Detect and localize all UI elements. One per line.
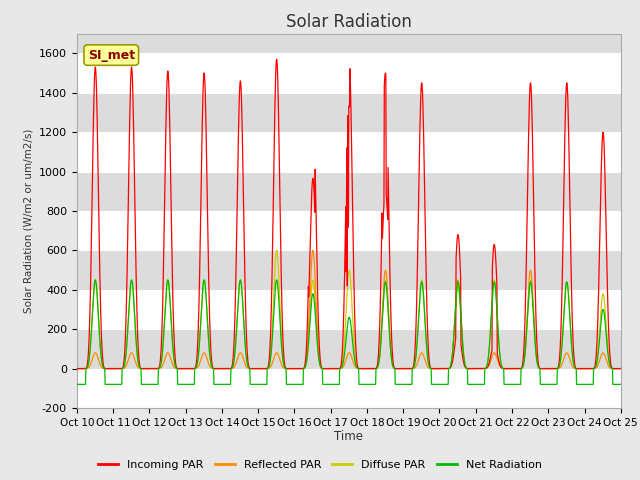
Incoming PAR xyxy=(193,354,201,360)
Incoming PAR xyxy=(287,366,294,372)
Diffuse PAR xyxy=(522,338,530,344)
Y-axis label: Solar Radiation (W/m2 or um/m2/s): Solar Radiation (W/m2 or um/m2/s) xyxy=(24,129,33,313)
Bar xyxy=(77,132,621,171)
Diffuse PAR xyxy=(433,366,440,372)
Net Radiation xyxy=(287,382,294,387)
Net Radiation xyxy=(569,356,577,361)
Reflected PAR xyxy=(617,366,625,372)
Incoming PAR xyxy=(73,366,81,372)
Bar xyxy=(77,93,621,132)
Incoming PAR xyxy=(273,56,280,62)
Diffuse PAR xyxy=(193,362,201,368)
Bar xyxy=(77,171,621,211)
Incoming PAR xyxy=(617,366,625,372)
Incoming PAR xyxy=(433,366,440,372)
Incoming PAR xyxy=(522,276,530,282)
Reflected PAR xyxy=(300,366,307,372)
Net Radiation xyxy=(522,339,530,345)
Line: Net Radiation: Net Radiation xyxy=(77,280,621,384)
Legend: Incoming PAR, Reflected PAR, Diffuse PAR, Net Radiation: Incoming PAR, Reflected PAR, Diffuse PAR… xyxy=(94,456,546,474)
Bar xyxy=(77,290,621,329)
Reflected PAR xyxy=(522,335,530,341)
Diffuse PAR xyxy=(73,366,81,372)
Title: Solar Radiation: Solar Radiation xyxy=(286,12,412,31)
Bar xyxy=(77,369,621,408)
Incoming PAR xyxy=(300,365,308,371)
Net Radiation xyxy=(73,382,81,387)
Reflected PAR xyxy=(309,248,317,253)
Bar xyxy=(77,211,621,251)
Line: Incoming PAR: Incoming PAR xyxy=(77,59,621,369)
Line: Reflected PAR: Reflected PAR xyxy=(77,251,621,369)
Net Radiation xyxy=(92,277,99,283)
Net Radiation xyxy=(300,366,308,372)
Line: Diffuse PAR: Diffuse PAR xyxy=(77,251,621,369)
Diffuse PAR xyxy=(617,366,625,372)
Reflected PAR xyxy=(287,366,294,372)
Reflected PAR xyxy=(193,365,201,371)
Bar xyxy=(77,329,621,369)
Diffuse PAR xyxy=(300,366,308,372)
Bar xyxy=(77,53,621,93)
Net Radiation xyxy=(433,382,440,387)
Net Radiation xyxy=(193,360,201,366)
Diffuse PAR xyxy=(287,366,294,372)
Reflected PAR xyxy=(569,364,577,370)
Diffuse PAR xyxy=(273,248,280,253)
Reflected PAR xyxy=(433,366,440,372)
Reflected PAR xyxy=(73,366,81,372)
X-axis label: Time: Time xyxy=(334,431,364,444)
Text: SI_met: SI_met xyxy=(88,48,135,61)
Incoming PAR xyxy=(569,333,577,339)
Net Radiation xyxy=(617,382,625,387)
Bar xyxy=(77,251,621,290)
Diffuse PAR xyxy=(569,356,577,361)
